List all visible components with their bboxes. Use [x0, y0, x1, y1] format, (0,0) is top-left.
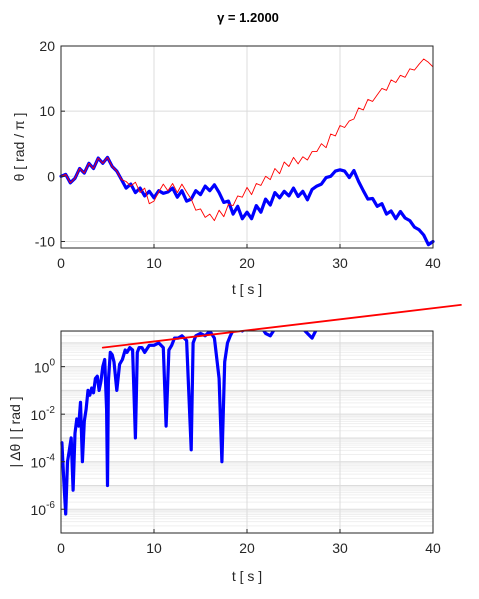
theta-y-tick-label: 0 [47, 168, 55, 184]
theta-y-axis-label: θ [ rad / π ] [11, 113, 27, 182]
theta-y-tick-label: 10 [39, 103, 55, 119]
delta-x-tick-label: 40 [425, 540, 441, 556]
theta-y-tick-label: -10 [35, 233, 55, 249]
delta-y-tick-label: 10-6 [31, 500, 56, 518]
theta-series [59, 58, 435, 247]
delta-y-tick-label: 10-4 [31, 453, 56, 471]
delta-y-axis-label: | Δθ | [ rad ] [7, 396, 23, 467]
theta-x-tick-label: 40 [425, 255, 441, 271]
delta-series-line-1 [101, 304, 462, 349]
delta-x-axis-label: t [ s ] [232, 568, 262, 584]
theta-x-tick-label: 30 [332, 255, 348, 271]
delta-x-tick-label: 30 [332, 540, 348, 556]
delta-x-tick-label: 10 [146, 540, 162, 556]
delta-series [60, 304, 462, 516]
theta-x-axis-label: t [ s ] [232, 281, 262, 297]
delta-y-ticks: 10-6 10-4 10-2 100 [31, 358, 65, 518]
theta-x-tick-label: 10 [146, 255, 162, 271]
theta-y-tick-label: 20 [39, 38, 55, 54]
theta-y-ticks: -10 0 10 20 [35, 38, 65, 249]
delta-x-tick-label: 0 [57, 540, 65, 556]
delta-axes: 0 10 20 30 40 10-6 10-4 10-2 100 t [ s ] | Δθ |… [7, 304, 462, 584]
delta-y-tick-label: 10-2 [31, 405, 56, 423]
delta-y-tick-label: 100 [34, 358, 56, 376]
theta-series-line-1 [60, 58, 434, 222]
delta-series-line-0 [60, 331, 318, 516]
theta-x-ticks: 0 10 20 30 40 [57, 244, 441, 271]
delta-x-tick-label: 20 [239, 540, 255, 556]
theta-x-tick-label: 0 [57, 255, 65, 271]
theta-series-line-0 [59, 155, 435, 247]
delta-x-ticks: 0 10 20 30 40 [57, 529, 441, 556]
theta-x-tick-label: 20 [239, 255, 255, 271]
figure-title: γ = 1.2000 [217, 10, 279, 25]
